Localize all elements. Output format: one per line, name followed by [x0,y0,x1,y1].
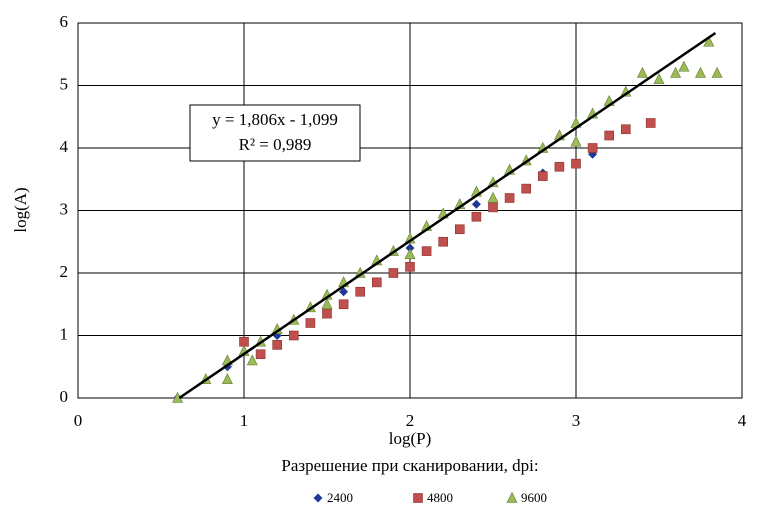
data-point [272,340,283,350]
data-point [305,318,316,328]
data-point [371,277,382,288]
data-point [338,299,349,310]
annotation: y = 1,806x - 1,099 [212,110,338,129]
annotation-box [189,104,361,162]
x-tick-label: 4 [738,411,747,430]
data-point [488,202,498,213]
legend-marker [506,491,518,503]
legend-title: Разрешение при сканировании, dpi: [281,456,538,475]
data-point [554,161,565,172]
data-point [339,287,349,297]
legend-label: 9600 [521,490,547,505]
data-point [438,236,449,247]
data-point [636,66,648,78]
y-tick-label: 2 [60,262,69,281]
annotation: R² = 0,989 [239,135,312,154]
data-point [653,73,665,85]
trendline [178,31,717,400]
data-point [221,373,233,385]
data-point [678,60,690,72]
y-tick-label: 5 [60,74,69,93]
data-point [404,248,416,260]
x-tick-label: 0 [74,411,83,430]
y-tick-label: 4 [60,137,69,156]
data-point [670,66,682,78]
data-point [504,193,515,203]
plot-border [77,22,743,399]
x-axis-label: log(P) [389,429,432,448]
y-axis-label: log(A) [11,187,30,232]
data-point [322,308,332,319]
data-point [405,261,415,272]
data-point [604,130,615,141]
data-point [355,286,366,297]
y-tick-label: 6 [60,12,69,31]
data-point [288,330,299,341]
data-point [537,171,548,181]
data-point [471,199,481,209]
data-point [405,243,415,253]
data-point [521,183,532,194]
data-point [321,298,333,310]
data-point [571,158,581,169]
y-tick-label: 0 [60,387,69,406]
data-point [246,354,258,366]
x-tick-label: 1 [240,411,249,430]
data-point [620,124,631,135]
data-point [471,211,482,222]
data-point [587,143,598,153]
data-point [695,66,706,78]
data-point [388,268,399,278]
legend-label: 4800 [427,490,453,505]
legend-marker [413,493,423,503]
y-tick-label: 3 [60,199,69,218]
data-point [239,336,249,347]
data-point [645,118,656,128]
x-tick-label: 3 [572,411,581,430]
data-point [454,224,465,235]
data-point [703,35,715,47]
y-tick-label: 1 [60,324,69,343]
data-point [255,349,266,360]
legend-label: 2400 [327,490,353,505]
data-point [487,191,499,203]
data-point [570,135,582,147]
x-tick-label: 2 [406,411,415,430]
data-point [421,246,432,256]
data-point [711,66,723,78]
legend-marker [313,493,323,503]
